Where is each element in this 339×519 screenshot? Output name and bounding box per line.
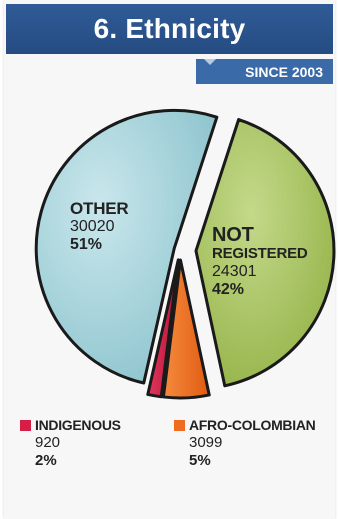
down-triangle-icon [204,59,216,65]
legend-indigenous: INDIGENOUS 920 2% [20,417,121,470]
legend-indigenous-name: INDIGENOUS [35,417,121,433]
slice-not-registered [194,118,336,388]
title-text: 6. Ethnicity [93,13,246,44]
since-badge: SINCE 2003 [196,59,333,84]
label-other-name: OTHER [70,199,129,218]
legend-indigenous-value: 920 [35,433,61,451]
legend-afro-colombian-value: 3099 [189,433,223,451]
slice-indigenous [146,258,180,399]
label-not-registered-name-2: REGISTERED [212,245,308,263]
label-not-registered: NOT REGISTERED 24301 42% [212,224,308,299]
label-other-value: 30020 [70,218,115,236]
since-text: SINCE 2003 [245,63,323,80]
slice-other [34,108,219,385]
label-not-registered-name-1: NOT [212,224,254,246]
legend-indigenous-percent: 2% [35,451,57,469]
label-other-percent: 51% [70,235,103,253]
legend-afro-colombian-name: AFRO-COLOMBIAN [189,417,316,433]
label-other: OTHER 30020 51% [70,199,129,254]
legend-indigenous-swatch [20,419,31,431]
legend-afro-colombian-swatch [174,419,185,431]
legend-afro-colombian: AFRO-COLOMBIAN 3099 5% [174,417,316,470]
label-not-registered-value: 24301 [212,263,257,281]
page-title: 6. Ethnicity [6,4,333,54]
slice-afro-colombian [161,258,211,400]
legend-afro-colombian-percent: 5% [189,451,211,469]
label-not-registered-percent: 42% [212,281,245,299]
